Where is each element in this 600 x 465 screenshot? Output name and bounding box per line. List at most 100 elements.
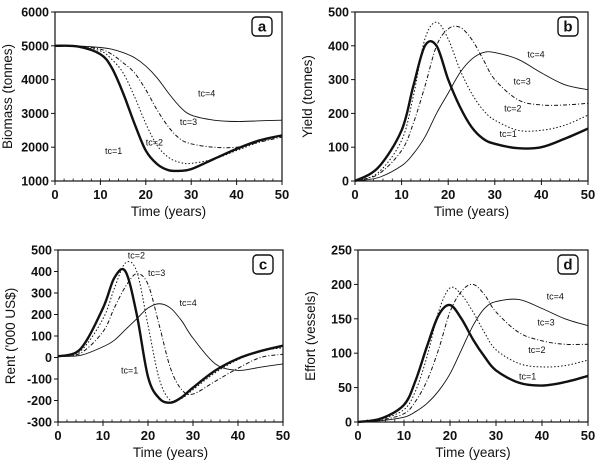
y-tick-label: 6000 — [21, 6, 49, 20]
x-tick-label: 50 — [276, 428, 290, 443]
series-line-tc4 — [355, 51, 588, 182]
y-tick-label: 0 — [342, 175, 349, 189]
x-tick-label: 30 — [488, 187, 502, 202]
x-tick-label: 30 — [489, 428, 503, 443]
y-tick-label: 1000 — [21, 175, 49, 189]
series-line-tc1 — [55, 44, 282, 173]
x-tick-label: 20 — [141, 428, 155, 443]
x-tick-label: 40 — [231, 428, 245, 443]
y-tick-label: -100 — [27, 373, 52, 387]
panel-letter: a — [258, 19, 267, 36]
y-tick-label: 250 — [331, 244, 352, 258]
series-label: tc=1 — [105, 146, 122, 156]
x-tick-label: 50 — [275, 187, 289, 202]
series-line-tc3 — [358, 283, 588, 423]
plot-frame — [57, 249, 284, 423]
series-line-tc1 — [358, 303, 588, 424]
x-tick-label: 20 — [443, 428, 457, 443]
y-tick-label: 100 — [328, 141, 349, 155]
series-line-tc1 — [355, 39, 588, 183]
panel-letter-box — [557, 254, 579, 275]
series-label: tc=2 — [504, 104, 521, 114]
y-tick-label: 0 — [45, 351, 52, 365]
x-tick-label: 40 — [534, 187, 548, 202]
y-tick-label: 5000 — [21, 39, 49, 53]
y-tick-label: 300 — [328, 73, 349, 87]
y-tick-label: -200 — [27, 394, 52, 408]
series-line-tc3 — [355, 25, 588, 182]
y-tick-label: 300 — [31, 287, 52, 301]
series-line-tc2 — [355, 21, 588, 182]
x-tick-label: 10 — [93, 187, 107, 202]
y-tick-label: 400 — [31, 265, 52, 279]
series-label: tc=4 — [198, 89, 215, 99]
series-line-tc3 — [55, 45, 282, 149]
panel-letter-box — [251, 16, 273, 37]
panel-letter: b — [563, 19, 572, 36]
y-axis-label: Effort (vessels) — [303, 291, 318, 381]
y-tick-label: 200 — [31, 308, 52, 322]
series-label: tc=3 — [148, 268, 165, 278]
panel-d: 0 10 20 30 40 50 0 50 100 150 200 250 Time (years) Ef… — [303, 244, 595, 461]
panel-c: 0 10 20 30 40 50 -300 -200 -100 0 100 200 300 400 500 T… — [3, 244, 290, 461]
panel-letter: c — [259, 257, 267, 274]
panel-letter-box — [252, 254, 274, 275]
plot-frame — [54, 11, 283, 182]
series-group — [355, 21, 588, 183]
y-tick-label: 500 — [31, 244, 52, 258]
x-tick-label: 30 — [186, 428, 200, 443]
y-axis-label: Yield (tonnes) — [300, 55, 315, 138]
y-tick-label: 200 — [331, 278, 352, 292]
x-tick-label: 0 — [354, 428, 361, 443]
series-group — [55, 44, 282, 173]
x-tick-label: 40 — [535, 428, 549, 443]
series-label: tc=3 — [180, 117, 197, 127]
y-tick-label: 4000 — [21, 73, 49, 87]
series-label: tc=2 — [528, 345, 545, 355]
panel-a: 0 10 20 30 40 50 1000 2000 3000 4000 5000 6000 Time … — [0, 6, 289, 220]
x-axis-label: Time (years) — [131, 204, 206, 219]
series-line-tc4 — [358, 298, 588, 423]
series-label: tc=4 — [547, 292, 564, 302]
x-tick-label: 30 — [184, 187, 198, 202]
x-tick-label: 0 — [54, 428, 61, 443]
series-label: tc=2 — [146, 138, 163, 148]
series-label: tc=2 — [128, 251, 145, 261]
x-tick-label: 40 — [229, 187, 243, 202]
series-line-tc2 — [358, 286, 588, 423]
series-label: tc=1 — [121, 366, 138, 376]
panel-letter: d — [563, 257, 572, 274]
series-label: tc=4 — [527, 50, 544, 60]
x-axis-label: Time (years) — [435, 445, 510, 460]
y-tick-label: 100 — [331, 347, 352, 361]
y-tick-label: 2000 — [21, 141, 49, 155]
y-tick-label: 100 — [31, 330, 52, 344]
x-tick-label: 0 — [351, 187, 358, 202]
y-tick-label: 50 — [338, 381, 352, 395]
series-label: tc=3 — [537, 318, 554, 328]
x-tick-label: 10 — [397, 428, 411, 443]
x-tick-label: 50 — [581, 428, 595, 443]
series-label: tc=1 — [519, 371, 536, 381]
x-tick-label: 20 — [441, 187, 455, 202]
x-axis-label: Time (years) — [133, 445, 208, 460]
series-line-tc2 — [55, 45, 282, 165]
y-tick-label: 200 — [328, 107, 349, 121]
y-tick-label: 3000 — [21, 107, 49, 121]
x-tick-label: 10 — [96, 428, 110, 443]
x-tick-label: 20 — [139, 187, 153, 202]
y-tick-label: 150 — [331, 312, 352, 326]
series-label: tc=4 — [180, 298, 197, 308]
series-line-tc4 — [58, 303, 283, 371]
series-group — [358, 283, 588, 424]
series-line-tc3 — [58, 273, 283, 396]
series-line-tc1 — [58, 267, 283, 404]
x-tick-label: 0 — [51, 187, 58, 202]
series-group — [58, 261, 283, 404]
y-tick-label: 500 — [328, 6, 349, 20]
y-axis-label: Rent ('000 US$) — [3, 288, 18, 384]
series-label: tc=1 — [499, 129, 516, 139]
y-tick-label: 400 — [328, 39, 349, 53]
y-tick-label: -300 — [27, 416, 52, 430]
